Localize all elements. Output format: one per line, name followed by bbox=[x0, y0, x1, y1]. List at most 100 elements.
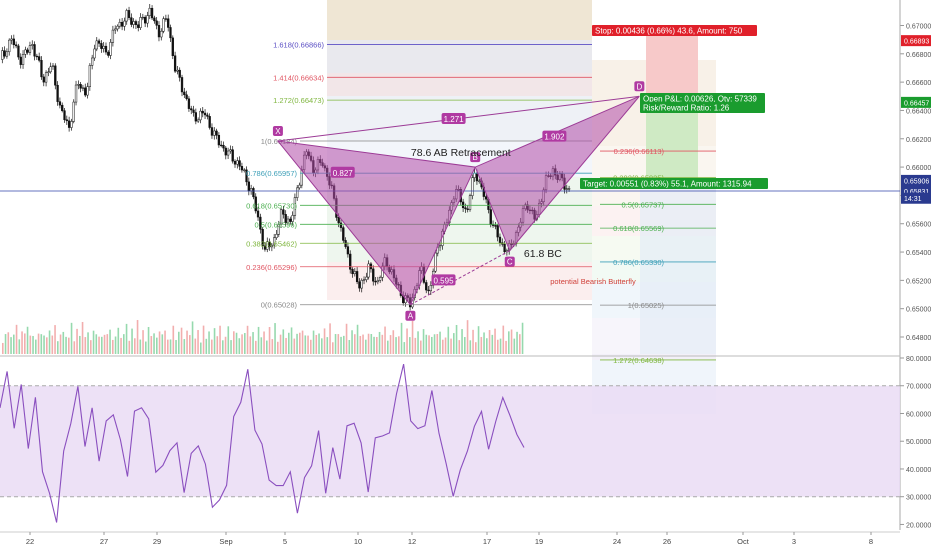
candle-body bbox=[8, 39, 11, 53]
volume-bar bbox=[84, 337, 87, 354]
volume-bar bbox=[145, 341, 147, 354]
pattern-ratio-label: 0.595 bbox=[434, 276, 455, 285]
volume-bar bbox=[337, 334, 340, 354]
volume-bar bbox=[274, 323, 276, 354]
volume-bar bbox=[158, 331, 161, 354]
y-tick-label: 0.65000 bbox=[906, 307, 931, 314]
candle-body bbox=[10, 38, 13, 41]
candle-body bbox=[125, 10, 128, 22]
volume-bar bbox=[521, 322, 524, 354]
volume-bar bbox=[323, 328, 326, 354]
candle-body bbox=[484, 196, 488, 200]
candle-body bbox=[173, 55, 177, 72]
fib-level-label: 0(0.65028) bbox=[261, 301, 298, 310]
candle-body bbox=[268, 241, 271, 248]
retrace-level-label: 1.272(0.64638) bbox=[613, 356, 664, 365]
candle-body bbox=[220, 144, 223, 147]
candle-body bbox=[222, 144, 225, 149]
retrace-level-label: 0.786(0.65330) bbox=[613, 258, 664, 267]
volume-bar bbox=[334, 334, 337, 354]
volume-bar bbox=[246, 325, 249, 354]
volume-bar bbox=[381, 334, 384, 354]
volume-bar bbox=[197, 330, 199, 354]
volume-bar bbox=[26, 326, 29, 354]
volume-bar bbox=[502, 325, 505, 354]
y-tick-label: 0.66800 bbox=[906, 52, 931, 59]
price-badge bbox=[901, 96, 931, 108]
volume-bar bbox=[59, 334, 62, 354]
volume-bar bbox=[161, 334, 164, 354]
volume-bar bbox=[510, 329, 513, 354]
candle-body bbox=[42, 76, 45, 83]
x-tick-label: Oct bbox=[737, 537, 750, 546]
fib-level-label: 0.382(0.65462) bbox=[246, 239, 297, 248]
volume-bar bbox=[411, 320, 414, 354]
candle-body bbox=[489, 209, 492, 226]
volume-bar bbox=[299, 332, 301, 354]
volume-bar bbox=[172, 325, 175, 354]
volume-bar bbox=[301, 330, 304, 354]
volume-bar bbox=[18, 339, 21, 354]
candle-body bbox=[215, 130, 218, 136]
pattern-point-badge bbox=[470, 152, 481, 163]
candle-body bbox=[58, 101, 62, 106]
volume-bar bbox=[321, 338, 323, 354]
volume-bar bbox=[442, 339, 444, 354]
volume-bar bbox=[395, 337, 397, 354]
rsi-y-tick-label: 70.0000 bbox=[906, 384, 931, 391]
candle-body bbox=[192, 109, 195, 113]
volume-bar bbox=[186, 330, 188, 354]
volume-bar bbox=[431, 336, 433, 354]
volume-bar bbox=[519, 334, 521, 354]
candle-body bbox=[171, 37, 174, 57]
candle-body bbox=[256, 210, 260, 218]
volume-bar bbox=[120, 337, 122, 354]
candle-body bbox=[210, 127, 214, 136]
candle-body bbox=[473, 172, 476, 178]
volume-bar bbox=[513, 338, 516, 354]
candle-body bbox=[47, 71, 50, 73]
price-badge-label: 0.66457 bbox=[904, 100, 929, 107]
volume-bar bbox=[378, 331, 381, 354]
volume-bar bbox=[469, 340, 472, 354]
volume-bar bbox=[200, 342, 202, 354]
volume-bar bbox=[268, 327, 271, 354]
volume-bar bbox=[35, 339, 37, 354]
volume-bar bbox=[387, 340, 389, 354]
x-tick-label: 12 bbox=[408, 537, 416, 546]
pattern-ratio-badge bbox=[542, 130, 567, 142]
price-badge-label: 14:31 bbox=[904, 196, 922, 203]
candle-body bbox=[247, 181, 250, 192]
fib-level-label: 1.272(0.66473) bbox=[273, 96, 324, 105]
candle-body bbox=[12, 38, 15, 46]
volume-bar bbox=[10, 337, 12, 354]
price-badge bbox=[901, 185, 931, 197]
candle-body bbox=[24, 49, 27, 55]
candle-body bbox=[44, 72, 48, 83]
pattern-ratio-badge bbox=[441, 112, 466, 124]
volume-bar bbox=[208, 331, 210, 354]
volume-bar bbox=[285, 337, 287, 354]
volume-bar bbox=[436, 334, 439, 354]
candle-body bbox=[201, 110, 204, 114]
volume-bar bbox=[483, 332, 485, 354]
retrace-level-label: 1(0.65025) bbox=[628, 301, 665, 310]
volume-bar bbox=[29, 335, 32, 354]
volume-bar bbox=[211, 339, 213, 354]
pattern-ratio-label: 0.827 bbox=[333, 169, 354, 178]
candle-body bbox=[298, 184, 301, 189]
candle-body bbox=[74, 84, 78, 103]
volume-bar bbox=[139, 339, 142, 354]
x-tick-label: 5 bbox=[283, 537, 287, 546]
candle-body bbox=[38, 56, 41, 61]
candle-body bbox=[238, 160, 241, 167]
volume-bar bbox=[417, 331, 419, 354]
volume-bar bbox=[15, 324, 18, 354]
fib-zone-1414 bbox=[327, 73, 592, 96]
candle-body bbox=[114, 28, 117, 31]
volume-bar bbox=[296, 333, 298, 354]
candle-body bbox=[438, 245, 442, 248]
volume-bar bbox=[150, 336, 153, 354]
retrace-level-label: 0.236(0.66113) bbox=[614, 147, 665, 156]
